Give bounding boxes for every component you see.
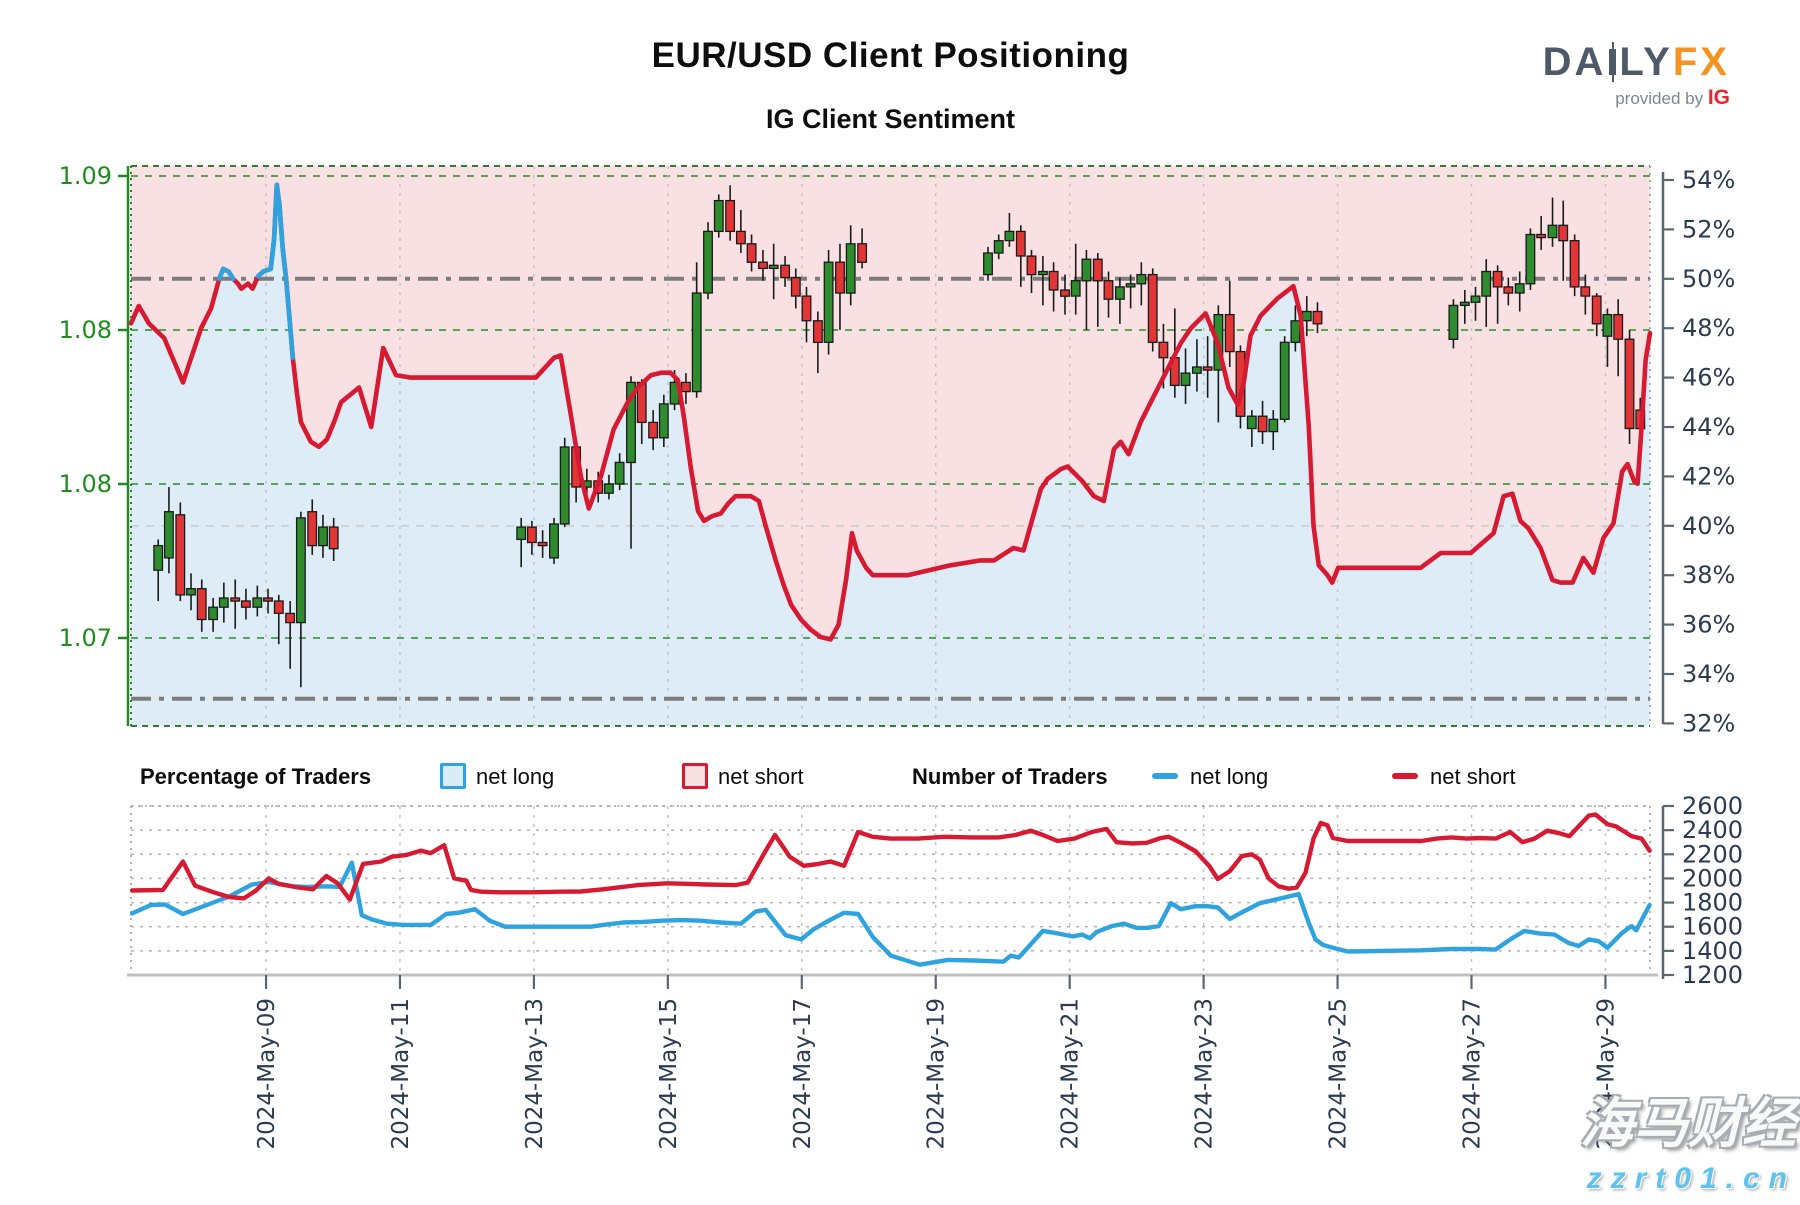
logo-ly: LY [1619,40,1673,84]
date-axis-label: 2024-May-21 [1058,998,1084,1150]
date-axis-label: 2024-May-29 [1593,998,1619,1150]
count-axis-label: 2600 [1682,792,1743,820]
pct-axis-label: 38% [1682,561,1735,589]
date-axis-label: 2024-May-09 [254,998,280,1150]
candlestick-icon [1609,42,1617,82]
dailyfx-logo: DA LYFX provided by IG [1543,40,1730,110]
count-axis-label: 2200 [1682,840,1743,868]
provided-by-text: provided by [1615,89,1704,108]
price-axis-label: 1.08 [59,316,112,344]
date-axis-label: 2024-May-17 [790,998,816,1150]
count-axis-label: 1800 [1682,889,1743,917]
pct-axis-label: 54% [1682,166,1735,194]
date-axis-label: 2024-May-13 [522,998,548,1150]
pct-axis-label: 42% [1682,462,1735,490]
pct-axis-label: 52% [1682,215,1735,243]
pct-axis-label: 34% [1682,660,1735,688]
price-axis-label: 1.09 [59,162,112,190]
price-axis-label: 1.07 [59,624,112,652]
date-axis-label: 2024-May-27 [1460,998,1486,1150]
logo-da: DA [1542,40,1607,84]
count-axis-label: 1400 [1682,937,1743,965]
pct-axis-label: 46% [1682,364,1735,392]
date-axis-label: 2024-May-15 [656,998,682,1150]
sentiment-line-net-long [216,266,236,282]
watermark-chinese: 海马财经 [1580,1094,1796,1154]
ig-logo: IG [1707,86,1730,109]
pct-axis-label: 44% [1682,413,1735,441]
net-short-shaded-area [131,166,1650,640]
pct-axis-label: 48% [1682,314,1735,342]
pct-axis-label: 36% [1682,611,1735,639]
sentiment-line-net-long [255,182,296,361]
count-axis-label: 2000 [1682,864,1743,892]
traders-net-short-line [129,812,1652,902]
pct-axis-label: 40% [1682,512,1735,540]
date-axis-label: 2024-May-11 [388,998,414,1150]
date-axis-label: 2024-May-23 [1192,998,1218,1150]
watermark-url: zzrt01.cn [1586,1162,1796,1195]
dailyfx-wordmark: DA LYFX [1543,40,1730,84]
traders-net-long-line [129,860,1652,967]
pct-axis-label: 50% [1682,265,1735,293]
count-axis-label: 2400 [1682,816,1743,844]
count-axis-label: 1600 [1682,913,1743,941]
watermark: 海马财经 zzrt01.cn [1580,1079,1796,1196]
net-long-shaded-area [131,184,1650,726]
pct-axis-label: 32% [1682,709,1735,737]
price-axis-label: 1.08 [59,470,112,498]
logo-fx: FX [1672,40,1730,84]
provided-by-line: provided by IG [1543,86,1730,110]
count-axis-label: 1200 [1682,961,1743,989]
date-axis-label: 2024-May-25 [1326,998,1352,1150]
date-axis-label: 2024-May-19 [924,998,950,1150]
page-title: EUR/USD Client Positioning [651,36,1130,75]
candles-layer [153,185,1646,688]
chart-subtitle: IG Client Sentiment [765,104,1016,134]
